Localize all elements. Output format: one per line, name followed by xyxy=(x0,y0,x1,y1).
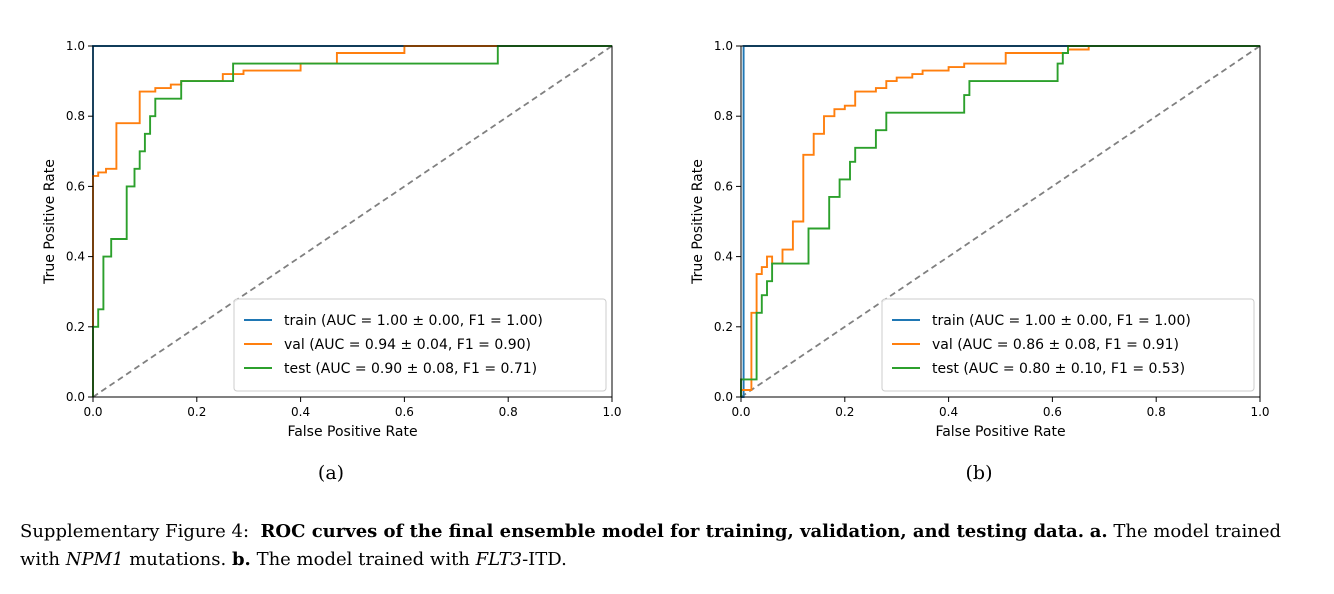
panel-label-b: (b) xyxy=(965,462,993,484)
roc-line-val xyxy=(740,45,1260,397)
y-tick-label: 0.6 xyxy=(66,179,85,193)
roc-line-test xyxy=(740,45,1260,397)
caption-a-gene: NPM1 xyxy=(65,549,124,570)
y-tick-label: 0.8 xyxy=(66,109,85,123)
y-tick-label: 0.2 xyxy=(714,320,733,334)
caption-a-label: a. xyxy=(1089,521,1108,542)
caption-b-text-before: The model trained with xyxy=(256,549,470,570)
caption-b-text-after: -ITD. xyxy=(522,549,567,570)
x-tick-label: 0.6 xyxy=(1043,405,1062,419)
legend-entry-val: val (AUC = 0.86 ± 0.08, F1 = 0.91) xyxy=(932,337,1179,353)
x-tick-label: 0.2 xyxy=(835,405,854,419)
caption-b-label: b. xyxy=(231,549,251,570)
y-tick-label: 0.6 xyxy=(714,179,733,193)
y-tick-label: 0.0 xyxy=(66,390,85,404)
x-tick-label: 0.2 xyxy=(187,405,206,419)
y-tick-label: 0.2 xyxy=(66,320,85,334)
y-tick-label: 0.0 xyxy=(714,390,733,404)
y-tick-label: 1.0 xyxy=(714,39,733,53)
x-tick-label: 0.8 xyxy=(499,405,518,419)
x-tick-label: 0.0 xyxy=(731,405,750,419)
y-axis-label: True Positive Rate xyxy=(42,159,58,285)
chance-diagonal-line xyxy=(740,45,1261,398)
panel-label-a: (a) xyxy=(317,462,345,484)
legend-entry-train: train (AUC = 1.00 ± 0.00, F1 = 1.00) xyxy=(284,313,543,329)
legend-entry-test: test (AUC = 0.90 ± 0.08, F1 = 0.71) xyxy=(284,361,537,377)
caption-a-text-after: mutations. xyxy=(129,549,227,570)
legend: train (AUC = 1.00 ± 0.00, F1 = 1.00) val … xyxy=(881,298,1255,392)
roc-line-val xyxy=(92,45,612,397)
x-tick-label: 0.8 xyxy=(1147,405,1166,419)
roc-panel-a: 0.0 0.2 0.4 0.6 0.8 1.0 0.0 0.2 0.4 0.6 0.8 1.0 Fals… xyxy=(0,0,640,460)
legend-entry-val: val (AUC = 0.94 ± 0.04, F1 = 0.90) xyxy=(284,337,531,353)
x-tick-label: 0.0 xyxy=(83,405,102,419)
figure-caption: Supplementary Figure 4: ROC curves of th… xyxy=(20,518,1320,574)
x-tick-label: 0.4 xyxy=(939,405,958,419)
caption-a-text-before: The model trained with xyxy=(20,521,1281,570)
roc-panel-b: 0.0 0.2 0.4 0.6 0.8 1.0 0.0 0.2 0.4 0.6 0.8 1.0 Fals… xyxy=(648,0,1288,460)
y-tick-label: 0.8 xyxy=(714,109,733,123)
plot-frame xyxy=(92,45,613,398)
x-tick-label: 1.0 xyxy=(602,405,621,419)
x-tick-label: 0.6 xyxy=(395,405,414,419)
y-axis-label: True Positive Rate xyxy=(690,159,706,285)
caption-title: ROC curves of the final ensemble model f… xyxy=(260,521,1084,542)
roc-chart-b: 0.0 0.2 0.4 0.6 0.8 1.0 0.0 0.2 0.4 0.6 0.8 1.0 Fals… xyxy=(690,39,1270,440)
y-tick-label: 1.0 xyxy=(66,39,85,53)
x-tick-label: 0.4 xyxy=(291,405,310,419)
x-tick-label: 1.0 xyxy=(1250,405,1269,419)
roc-chart-a: 0.0 0.2 0.4 0.6 0.8 1.0 0.0 0.2 0.4 0.6 0.8 1.0 Fals… xyxy=(42,39,622,440)
chance-diagonal-line xyxy=(92,45,613,398)
legend-entry-train: train (AUC = 1.00 ± 0.00, F1 = 1.00) xyxy=(932,313,1191,329)
legend: train (AUC = 1.00 ± 0.00, F1 = 1.00) val … xyxy=(233,298,607,392)
x-axis-label: False Positive Rate xyxy=(935,424,1065,440)
y-tick-label: 0.4 xyxy=(714,250,733,264)
caption-b-gene: FLT3 xyxy=(475,549,523,570)
roc-line-test xyxy=(92,45,612,397)
plot-frame xyxy=(740,45,1261,398)
legend-entry-test: test (AUC = 0.80 ± 0.10, F1 = 0.53) xyxy=(932,361,1185,377)
caption-prefix: Supplementary Figure 4: xyxy=(20,521,250,542)
x-axis-label: False Positive Rate xyxy=(287,424,417,440)
y-tick-label: 0.4 xyxy=(66,250,85,264)
